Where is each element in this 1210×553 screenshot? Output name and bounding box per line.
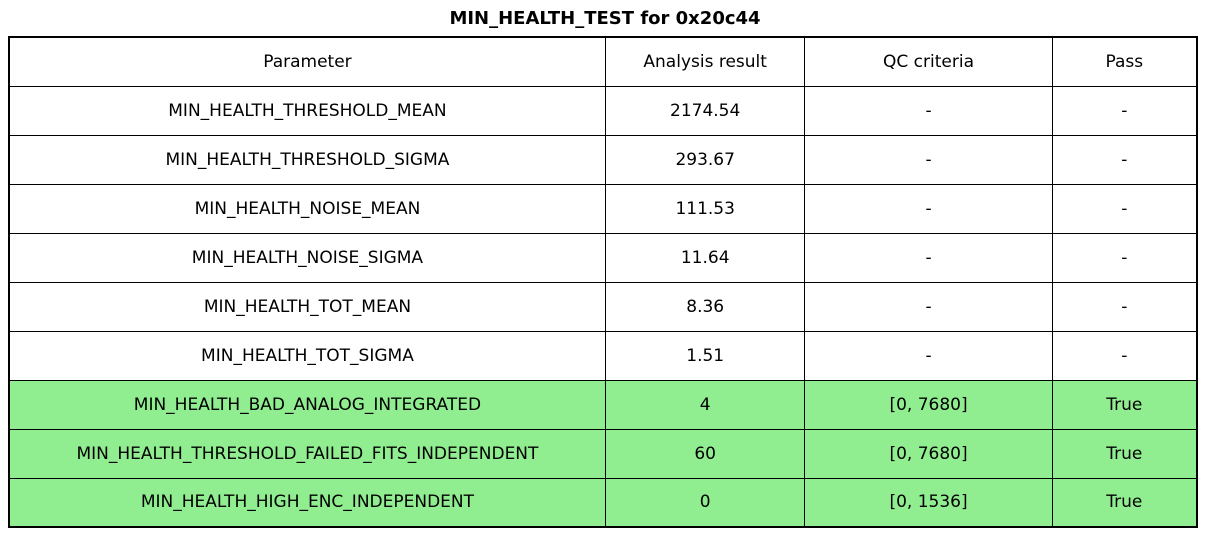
cell-qc-criteria: - xyxy=(804,232,1053,283)
table-row: MIN_HEALTH_THRESHOLD_MEAN 2174.54 - - xyxy=(8,85,1198,136)
cell-pass: True xyxy=(1051,477,1198,528)
cell-qc-criteria: [0, 1536] xyxy=(804,477,1053,528)
cell-parameter: MIN_HEALTH_BAD_ANALOG_INTEGRATED xyxy=(8,379,606,430)
cell-analysis-result: 1.51 xyxy=(604,330,806,381)
header-row: Parameter Analysis result QC criteria Pa… xyxy=(8,36,1198,87)
cell-parameter: MIN_HEALTH_NOISE_MEAN xyxy=(8,183,606,234)
cell-qc-criteria: - xyxy=(804,85,1053,136)
table-row: MIN_HEALTH_NOISE_MEAN 111.53 - - xyxy=(8,183,1198,234)
cell-analysis-result: 0 xyxy=(604,477,806,528)
cell-pass: - xyxy=(1051,85,1198,136)
cell-parameter: MIN_HEALTH_TOT_MEAN xyxy=(8,281,606,332)
table-row: MIN_HEALTH_TOT_MEAN 8.36 - - xyxy=(8,281,1198,332)
cell-analysis-result: 293.67 xyxy=(604,134,806,185)
cell-analysis-result: 11.64 xyxy=(604,232,806,283)
cell-pass: - xyxy=(1051,134,1198,185)
cell-analysis-result: 8.36 xyxy=(604,281,806,332)
cell-parameter: MIN_HEALTH_TOT_SIGMA xyxy=(8,330,606,381)
cell-parameter: MIN_HEALTH_HIGH_ENC_INDEPENDENT xyxy=(8,477,606,528)
cell-analysis-result: 111.53 xyxy=(604,183,806,234)
cell-qc-criteria: [0, 7680] xyxy=(804,379,1053,430)
cell-analysis-result: 2174.54 xyxy=(604,85,806,136)
cell-pass: - xyxy=(1051,183,1198,234)
cell-pass: - xyxy=(1051,281,1198,332)
col-header-pass: Pass xyxy=(1051,36,1198,87)
cell-qc-criteria: [0, 7680] xyxy=(804,428,1053,479)
cell-qc-criteria: - xyxy=(804,330,1053,381)
cell-analysis-result: 60 xyxy=(604,428,806,479)
table-row: MIN_HEALTH_THRESHOLD_FAILED_FITS_INDEPEN… xyxy=(8,428,1198,479)
cell-pass: - xyxy=(1051,330,1198,381)
cell-parameter: MIN_HEALTH_THRESHOLD_SIGMA xyxy=(8,134,606,185)
col-header-qc-criteria: QC criteria xyxy=(804,36,1053,87)
cell-qc-criteria: - xyxy=(804,134,1053,185)
cell-parameter: MIN_HEALTH_THRESHOLD_MEAN xyxy=(8,85,606,136)
cell-pass: - xyxy=(1051,232,1198,283)
cell-qc-criteria: - xyxy=(804,281,1053,332)
table-row: MIN_HEALTH_HIGH_ENC_INDEPENDENT 0 [0, 15… xyxy=(8,477,1198,528)
table-row: MIN_HEALTH_TOT_SIGMA 1.51 - - xyxy=(8,330,1198,381)
cell-parameter: MIN_HEALTH_THRESHOLD_FAILED_FITS_INDEPEN… xyxy=(8,428,606,479)
col-header-parameter: Parameter xyxy=(8,36,606,87)
cell-parameter: MIN_HEALTH_NOISE_SIGMA xyxy=(8,232,606,283)
table-row: MIN_HEALTH_NOISE_SIGMA 11.64 - - xyxy=(8,232,1198,283)
table-row: MIN_HEALTH_THRESHOLD_SIGMA 293.67 - - xyxy=(8,134,1198,185)
qc-results-table: Parameter Analysis result QC criteria Pa… xyxy=(8,36,1198,528)
cell-pass: True xyxy=(1051,428,1198,479)
cell-analysis-result: 4 xyxy=(604,379,806,430)
table-title: MIN_HEALTH_TEST for 0x20c44 xyxy=(449,8,761,29)
col-header-analysis-result: Analysis result xyxy=(604,36,806,87)
cell-pass: True xyxy=(1051,379,1198,430)
table-row: MIN_HEALTH_BAD_ANALOG_INTEGRATED 4 [0, 7… xyxy=(8,379,1198,430)
cell-qc-criteria: - xyxy=(804,183,1053,234)
